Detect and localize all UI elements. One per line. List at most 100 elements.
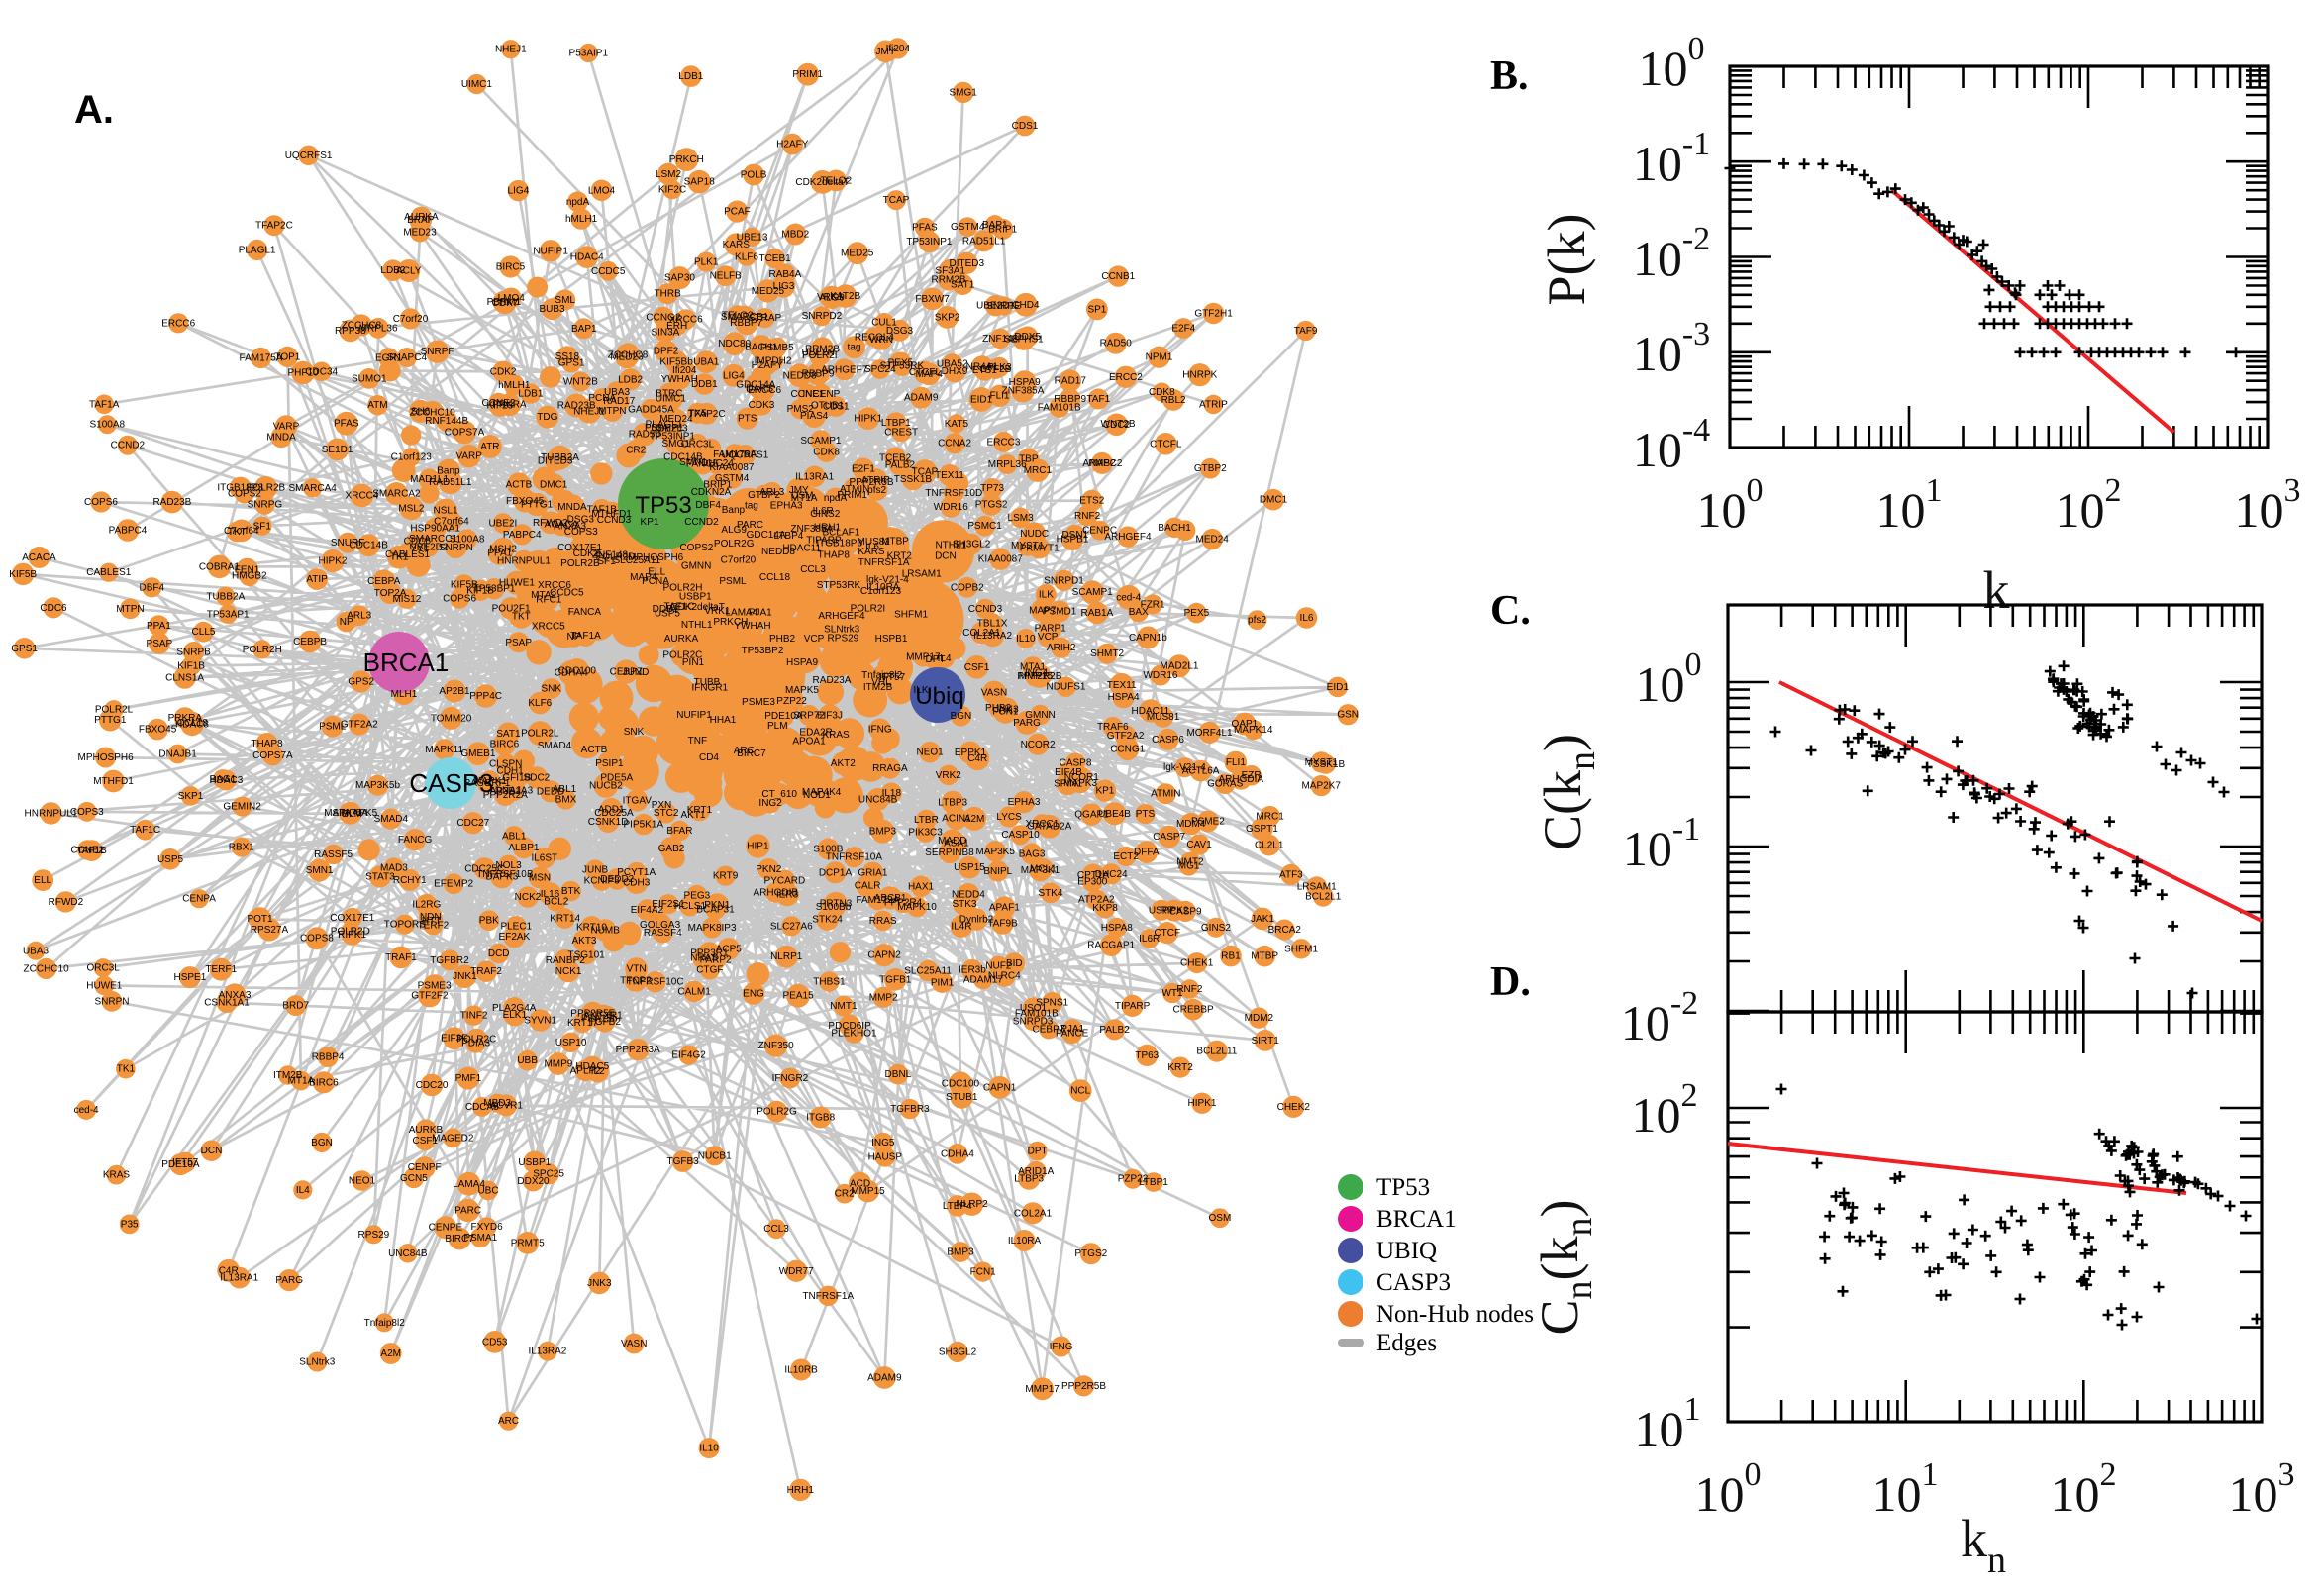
svg-text:GCN5: GCN5 — [400, 1173, 428, 1184]
svg-text:HAUSP: HAUSP — [868, 1151, 903, 1162]
svg-text:PXN: PXN — [652, 800, 672, 811]
svg-text:CTCFL: CTCFL — [1150, 439, 1182, 449]
svg-text:RPP38: RPP38 — [335, 326, 366, 337]
svg-text:tag: tag — [745, 500, 758, 511]
svg-text:VTN: VTN — [627, 964, 647, 975]
svg-text:SDC2: SDC2 — [524, 772, 551, 783]
svg-text:SS18: SS18 — [556, 351, 580, 362]
svg-text:UNC84B: UNC84B — [858, 794, 898, 805]
svg-text:STUB1: STUB1 — [946, 1092, 978, 1103]
svg-text:CDK2deltaT: CDK2deltaT — [670, 602, 724, 613]
svg-text:QGAP1: QGAP1 — [1074, 810, 1109, 821]
svg-text:CDK8: CDK8 — [1149, 387, 1175, 398]
svg-text:RBBP4: RBBP4 — [312, 1052, 345, 1063]
svg-text:CSF1: CSF1 — [964, 662, 990, 673]
svg-text:LTBR: LTBR — [914, 815, 939, 826]
svg-text:GTF2H1: GTF2H1 — [1194, 309, 1233, 320]
svg-text:TNFRSF10C: TNFRSF10C — [627, 977, 684, 988]
svg-text:RFWD2: RFWD2 — [533, 518, 568, 529]
svg-text:NUF2: NUF2 — [985, 961, 1012, 972]
svg-text:YY1: YY1 — [410, 544, 429, 554]
svg-text:COPS8: COPS8 — [300, 934, 334, 945]
svg-text:JUNB: JUNB — [582, 865, 608, 876]
svg-text:MRC1: MRC1 — [1024, 465, 1053, 476]
svg-text:Tnfaip8l2: Tnfaip8l2 — [861, 670, 903, 681]
svg-text:PSMD1: PSMD1 — [1043, 607, 1077, 618]
svg-text:CR2: CR2 — [835, 1189, 855, 1200]
svg-text:CDCA8: CDCA8 — [465, 1102, 499, 1113]
svg-text:OTUB1: OTUB1 — [811, 400, 845, 411]
svg-text:UBC: UBC — [477, 1185, 498, 1196]
svg-text:NDC80: NDC80 — [718, 339, 751, 349]
svg-text:RFC1: RFC1 — [536, 595, 562, 606]
svg-text:ALBP1: ALBP1 — [508, 843, 540, 853]
svg-text:FCN1: FCN1 — [992, 706, 1019, 717]
svg-text:POLR2C: POLR2C — [662, 650, 702, 661]
svg-text:NHEJ1: NHEJ1 — [573, 406, 605, 417]
svg-text:PIK3C3: PIK3C3 — [908, 828, 943, 839]
svg-text:SMARCC1: SMARCC1 — [409, 534, 457, 545]
svg-text:CCNE1: CCNE1 — [791, 389, 825, 400]
svg-text:IL4R: IL4R — [951, 922, 971, 933]
svg-text:PRTN3: PRTN3 — [820, 899, 853, 910]
svg-text:SHFM1: SHFM1 — [894, 610, 928, 621]
svg-text:GDC14A: GDC14A — [747, 530, 786, 541]
svg-text:ETS1: ETS1 — [972, 365, 997, 376]
svg-text:KLF6: KLF6 — [735, 251, 758, 262]
svg-text:VRK1: VRK1 — [817, 292, 844, 303]
svg-text:FANCE: FANCE — [1056, 1029, 1089, 1040]
svg-text:STAT5A: STAT5A — [333, 808, 369, 819]
svg-text:NEDD8: NEDD8 — [761, 547, 795, 557]
svg-text:CREST: CREST — [884, 428, 918, 439]
svg-text:SIRT1: SIRT1 — [1252, 1036, 1280, 1047]
svg-text:PPP2R2A: PPP2R2A — [483, 790, 528, 801]
svg-text:CCDC5: CCDC5 — [591, 266, 626, 277]
svg-text:CALM1: CALM1 — [677, 986, 711, 997]
svg-text:MPHOSPH6: MPHOSPH6 — [78, 752, 135, 763]
svg-text:NEO1: NEO1 — [349, 1176, 376, 1187]
svg-text:PALB2: PALB2 — [885, 460, 916, 471]
svg-text:BIRC6: BIRC6 — [309, 1077, 339, 1088]
svg-text:VHL: VHL — [871, 677, 891, 688]
svg-text:BACH1: BACH1 — [1158, 523, 1191, 534]
svg-text:USP5: USP5 — [157, 854, 184, 865]
svg-text:KRAS: KRAS — [103, 1170, 131, 1181]
svg-text:ACTL6A: ACTL6A — [1182, 766, 1220, 777]
svg-text:RIPK1: RIPK1 — [338, 930, 366, 941]
svg-text:HDAC11: HDAC11 — [1132, 706, 1170, 717]
svg-text:CDC6: CDC6 — [40, 603, 67, 614]
svg-text:AURKB: AURKB — [409, 1125, 444, 1136]
svg-text:MTBP: MTBP — [881, 536, 909, 547]
svg-text:CLNS1A: CLNS1A — [165, 673, 204, 684]
svg-text:ATM: ATM — [367, 400, 387, 411]
svg-text:JAK1: JAK1 — [1251, 914, 1274, 925]
svg-text:IL10RA: IL10RA — [866, 582, 900, 593]
svg-text:CEBPB: CEBPB — [293, 637, 327, 648]
svg-text:CTCFL: CTCFL — [909, 367, 942, 378]
svg-text:EZR: EZR — [1242, 770, 1262, 781]
svg-text:MRPL36: MRPL36 — [988, 459, 1027, 470]
svg-text:CCL3: CCL3 — [763, 1224, 789, 1235]
svg-text:MRC1: MRC1 — [1256, 811, 1284, 822]
svg-text:MED25: MED25 — [752, 286, 785, 297]
svg-text:WNT2B: WNT2B — [1101, 419, 1136, 430]
svg-text:CDC27: CDC27 — [456, 818, 489, 829]
svg-text:hMLH1: hMLH1 — [498, 380, 531, 391]
svg-text:IL18: IL18 — [882, 788, 902, 799]
svg-text:CPT1A: CPT1A — [1077, 870, 1110, 881]
svg-text:PRIM1: PRIM1 — [792, 69, 823, 80]
svg-text:CDH1: CDH1 — [496, 766, 524, 777]
svg-text:STP53RK: STP53RK — [880, 361, 925, 372]
svg-text:NDN: NDN — [420, 912, 442, 923]
svg-text:XRCC5: XRCC5 — [532, 622, 565, 633]
svg-text:PALB2: PALB2 — [1099, 1025, 1130, 1036]
svg-text:CEBPZ: CEBPZ — [1033, 1025, 1065, 1036]
svg-text:NUCB2: NUCB2 — [589, 781, 623, 792]
svg-text:EF2AK: EF2AK — [499, 932, 531, 943]
svg-text:SNRPB: SNRPB — [176, 648, 211, 658]
svg-text:CEBPA: CEBPA — [367, 576, 400, 587]
svg-text:KIF5B: KIF5B — [451, 580, 478, 591]
svg-text:SAP18: SAP18 — [684, 177, 716, 188]
svg-text:HAX1: HAX1 — [908, 881, 935, 892]
svg-text:MTPN: MTPN — [598, 406, 626, 417]
